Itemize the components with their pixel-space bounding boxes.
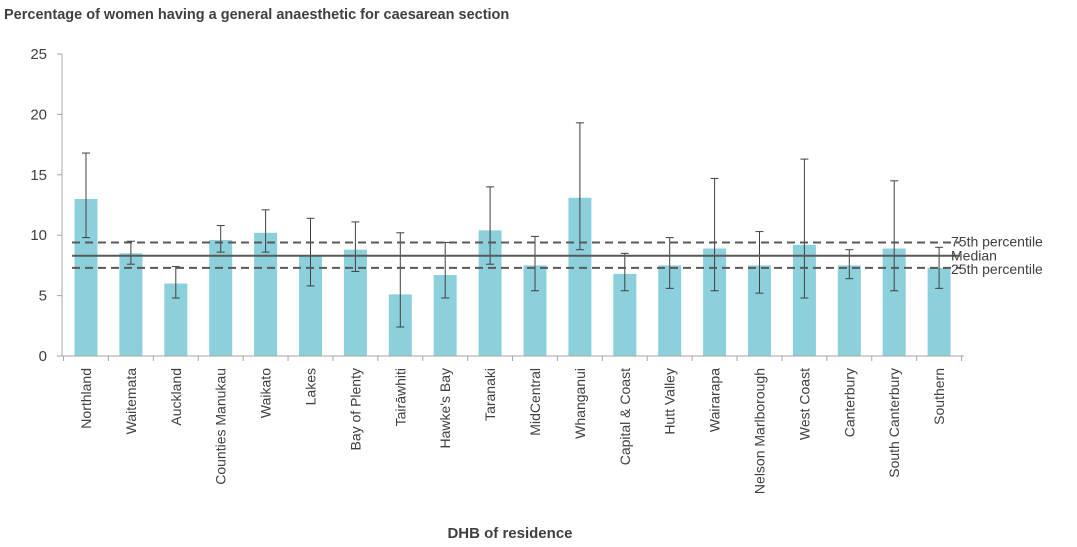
bars xyxy=(74,197,951,356)
x-category-label: Canterbury xyxy=(841,368,857,437)
y-tick-label: 25 xyxy=(30,46,47,63)
bar xyxy=(703,248,727,356)
bar xyxy=(433,275,457,356)
reference-line-label: 25th percentile xyxy=(951,261,1043,277)
x-category-label: Capital & Coast xyxy=(617,368,633,465)
bar xyxy=(792,244,816,356)
bar xyxy=(613,273,637,356)
x-category-label: Auckland xyxy=(168,368,184,426)
chart-title: Percentage of women having a general ana… xyxy=(4,7,510,23)
y-tick-label: 0 xyxy=(39,348,47,365)
x-category-label: Waitemata xyxy=(123,368,139,435)
x-category-label: West Coast xyxy=(796,368,812,440)
x-category-label: Whanganui xyxy=(572,368,588,439)
bar xyxy=(299,255,322,356)
y-tick-label: 15 xyxy=(30,167,47,184)
bar xyxy=(658,265,682,356)
bar xyxy=(748,265,771,356)
reference-line-label: Median xyxy=(951,248,997,264)
x-axis-title: DHB of residence xyxy=(447,525,572,542)
error-bars xyxy=(82,122,944,328)
x-category-label: Bay of Plenty xyxy=(347,368,363,451)
y-tick-label: 20 xyxy=(30,106,47,123)
x-category-label: Wairarapa xyxy=(707,368,723,432)
x-category-label: Lakes xyxy=(303,368,319,405)
bar xyxy=(119,253,143,356)
x-category-label: Waikato xyxy=(258,368,274,418)
y-tick-label: 5 xyxy=(39,288,47,305)
x-category-label: Southern xyxy=(931,368,947,425)
y-tick-label: 10 xyxy=(30,227,47,244)
x-category-label: MidCentral xyxy=(527,368,543,436)
x-category-label: Hawke's Bay xyxy=(437,368,453,448)
bar xyxy=(209,240,233,356)
y-axis: 0 5 10 15 20 25 xyxy=(30,46,63,365)
x-category-label: Counties Manukau xyxy=(213,368,229,485)
bar xyxy=(927,267,951,356)
x-category-label: Nelson Marlborough xyxy=(752,368,768,494)
x-category-label: South Canterbury xyxy=(886,368,902,478)
bar xyxy=(882,248,906,356)
x-category-label: Northland xyxy=(78,368,94,429)
reference-line-label: 75th percentile xyxy=(951,233,1043,249)
x-category-label: Taranaki xyxy=(482,368,498,421)
bar xyxy=(254,232,278,356)
bar xyxy=(343,249,367,356)
bar xyxy=(568,197,592,356)
bar xyxy=(74,198,98,356)
x-category-label: Hutt Valley xyxy=(662,368,678,435)
bar xyxy=(523,265,547,356)
bar xyxy=(478,230,502,356)
x-axis: Northland Waitemata Auckland Counties Manuk… xyxy=(62,355,964,494)
bar xyxy=(837,265,861,356)
bar xyxy=(164,283,188,356)
x-category-label: Tairāwhiti xyxy=(392,368,408,426)
